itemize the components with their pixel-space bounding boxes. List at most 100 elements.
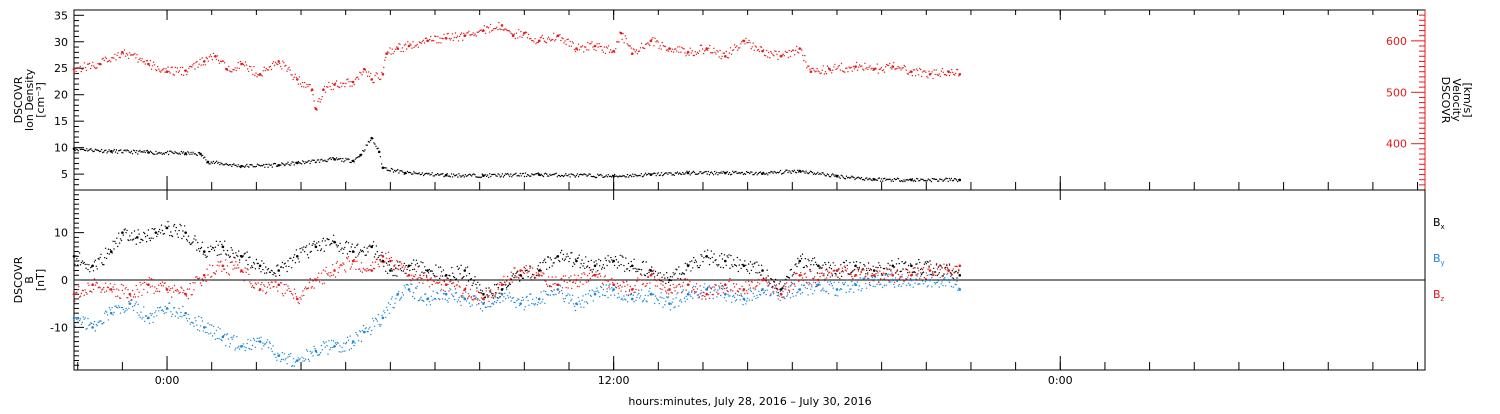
density-point (739, 172, 741, 175)
velocity-point (138, 58, 140, 61)
bz-point (647, 275, 649, 278)
density-point (750, 171, 752, 173)
bx-point (569, 257, 571, 260)
bx-point (117, 245, 119, 248)
bx-point (484, 296, 486, 299)
bx-point (411, 262, 413, 265)
bx-point (378, 255, 380, 257)
bz-point (699, 285, 701, 287)
by-point (657, 299, 659, 301)
bz-point (917, 273, 919, 275)
density-point (682, 171, 684, 174)
density-point (246, 163, 248, 166)
bx-point (779, 281, 781, 283)
bx-point (634, 267, 636, 270)
bx-point (130, 239, 132, 241)
density-point (221, 163, 223, 165)
bz-point (204, 277, 206, 279)
density-point (623, 175, 625, 177)
bx-point (395, 267, 397, 270)
bz-point (266, 286, 269, 288)
density-point (889, 178, 891, 180)
velocity-point (473, 34, 475, 37)
by-point (709, 291, 712, 294)
density-point (136, 150, 138, 152)
density-point (762, 171, 765, 174)
bx-point (381, 251, 383, 254)
velocity-point (299, 83, 302, 85)
by-point (452, 295, 455, 298)
by-point (635, 299, 637, 302)
density-point (542, 175, 545, 178)
bz-point (220, 260, 222, 262)
by-point (236, 336, 238, 338)
bz-point (733, 283, 735, 285)
by-point (536, 304, 539, 306)
bx-point (242, 255, 244, 257)
by-point (132, 309, 135, 312)
bx-point (173, 223, 176, 226)
bx-point (919, 261, 921, 264)
by-point (587, 293, 590, 295)
velocity-point (633, 49, 635, 51)
bz-point (167, 291, 169, 294)
bz-point (169, 289, 171, 291)
velocity-point (263, 66, 265, 68)
bx-point (350, 246, 352, 248)
by-point (731, 301, 733, 303)
density-point (770, 170, 772, 173)
bz-point (552, 283, 554, 285)
bx-point (246, 251, 248, 253)
bx-point (832, 262, 834, 264)
bx-point (179, 223, 181, 226)
by-point (568, 302, 570, 304)
density-point (835, 174, 837, 176)
density-point (332, 157, 335, 159)
velocity-point (509, 31, 511, 33)
density-point (199, 152, 202, 156)
bx-point (936, 274, 939, 277)
bx-point (134, 237, 137, 239)
bz-point (768, 281, 770, 284)
bz-point (135, 284, 137, 287)
density-point (119, 149, 121, 152)
density-point (561, 175, 564, 177)
density-point (954, 178, 957, 180)
bx-point (338, 250, 340, 253)
bz-point (633, 291, 635, 294)
bx-point (660, 280, 662, 282)
bx-point (476, 287, 478, 289)
density-point (196, 154, 198, 157)
density-point (133, 150, 136, 152)
bx-point (562, 253, 565, 256)
bz-point (440, 284, 443, 286)
bz-point (916, 275, 918, 277)
density-point (863, 179, 866, 181)
velocity-point (436, 42, 438, 44)
bx-point (214, 246, 217, 248)
density-point (208, 163, 210, 165)
bz-point (766, 282, 768, 284)
velocity-point (261, 75, 263, 77)
velocity-point (563, 42, 565, 44)
density-point (326, 160, 328, 163)
density-point (901, 179, 903, 182)
bz-point (208, 279, 210, 281)
density-point (177, 153, 179, 155)
bx-point (642, 260, 645, 263)
bz-point (851, 275, 853, 278)
bx-point (475, 283, 477, 286)
bz-point (774, 287, 777, 289)
density-point (850, 176, 852, 179)
by-point (171, 313, 174, 315)
by-point (795, 295, 797, 297)
bz-point (476, 290, 478, 292)
bx-point (828, 267, 831, 269)
bx-point (299, 248, 301, 250)
bx-point (814, 261, 817, 263)
density-point (930, 180, 933, 183)
density-point (875, 179, 877, 181)
bx-point (588, 267, 591, 269)
bz-point (720, 282, 722, 284)
by-point (622, 299, 624, 301)
